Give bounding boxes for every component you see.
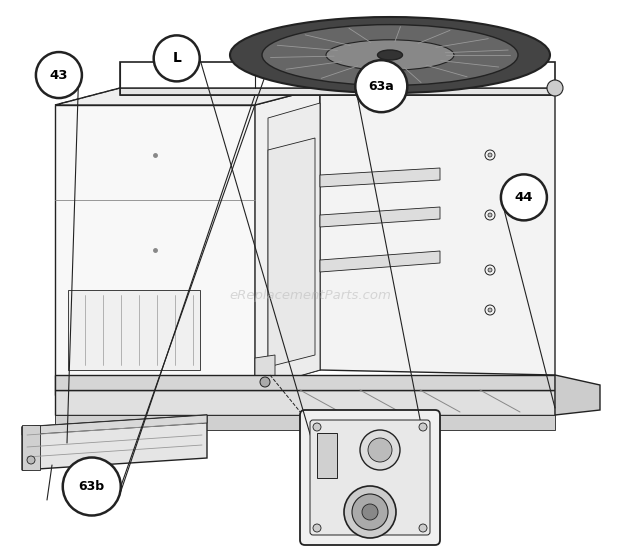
Polygon shape (55, 88, 320, 105)
Circle shape (419, 423, 427, 431)
Polygon shape (22, 415, 207, 470)
Text: 63b: 63b (79, 480, 105, 493)
Text: 63a: 63a (368, 80, 394, 93)
Polygon shape (55, 375, 555, 390)
Circle shape (313, 524, 321, 532)
Circle shape (419, 524, 427, 532)
Polygon shape (320, 207, 440, 227)
Circle shape (154, 36, 200, 81)
Polygon shape (268, 138, 315, 367)
Text: eReplacementParts.com: eReplacementParts.com (229, 289, 391, 301)
Polygon shape (255, 88, 320, 388)
Circle shape (355, 60, 407, 112)
Polygon shape (320, 251, 440, 272)
Ellipse shape (378, 50, 402, 60)
Circle shape (368, 438, 392, 462)
Circle shape (313, 423, 321, 431)
Ellipse shape (230, 17, 550, 93)
Polygon shape (255, 355, 275, 393)
Polygon shape (555, 375, 600, 415)
Circle shape (362, 504, 378, 520)
FancyBboxPatch shape (310, 420, 430, 535)
Circle shape (344, 486, 396, 538)
Text: L: L (172, 51, 181, 66)
Polygon shape (68, 290, 200, 370)
Ellipse shape (262, 24, 518, 86)
Polygon shape (320, 168, 440, 187)
Text: 44: 44 (515, 191, 533, 204)
Circle shape (27, 456, 35, 464)
Polygon shape (320, 88, 555, 375)
Ellipse shape (326, 40, 454, 70)
Polygon shape (268, 103, 320, 385)
Polygon shape (22, 425, 40, 470)
Text: 43: 43 (50, 68, 68, 82)
Circle shape (488, 153, 492, 157)
Bar (317, 433, 337, 478)
Circle shape (360, 430, 400, 470)
Circle shape (488, 268, 492, 272)
Circle shape (488, 308, 492, 312)
Circle shape (260, 377, 270, 387)
Circle shape (547, 80, 563, 96)
Polygon shape (120, 88, 555, 95)
Circle shape (352, 494, 388, 530)
Polygon shape (55, 415, 555, 430)
Circle shape (63, 458, 121, 515)
Circle shape (501, 175, 547, 220)
Polygon shape (22, 415, 207, 435)
FancyBboxPatch shape (300, 410, 440, 545)
Polygon shape (55, 105, 255, 395)
Circle shape (488, 213, 492, 217)
Circle shape (36, 52, 82, 98)
Polygon shape (55, 390, 555, 415)
